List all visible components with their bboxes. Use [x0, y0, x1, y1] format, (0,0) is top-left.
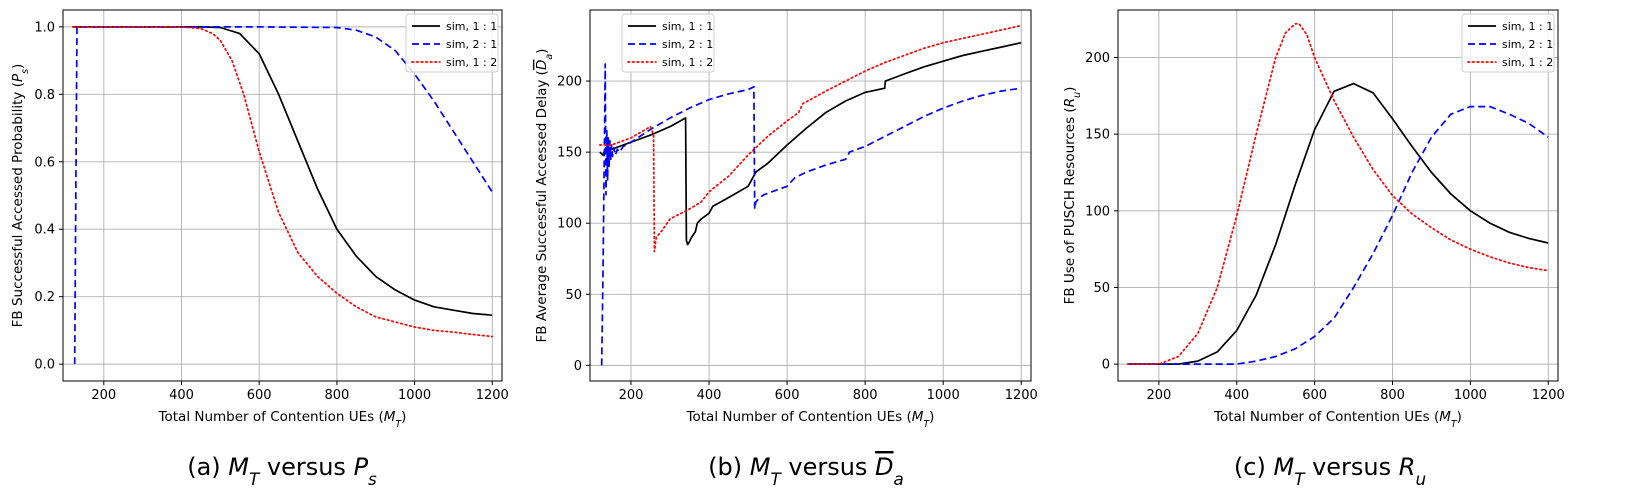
chart-panel-1: 200 400 600 800 1000 1200 0.0 0.2 0.4 0.6 0.8 1.0 si…: [10, 9, 509, 489]
x-tick-label: 1200: [1532, 388, 1565, 403]
y-tick-label: 1.0: [34, 20, 55, 35]
legend: sim, 1 : 1 sim, 2 : 1 sim, 1 : 2: [621, 13, 715, 73]
y-tick-label: 200: [557, 75, 582, 90]
y-axis-label: FB Successful Accessed Probability (Ps): [10, 64, 31, 328]
x-tick-label: 400: [1224, 388, 1249, 403]
y-axis-label: FB Use of PUSCH Resources (Ru): [1062, 87, 1083, 305]
y-tick-label: 0.0: [34, 358, 55, 373]
y-tick-label: 100: [557, 217, 582, 232]
x-axis-label: Total Number of Contention UEs (MT): [686, 409, 935, 430]
x-tick-label: 400: [169, 388, 194, 403]
y-tick-label: 0.2: [34, 290, 55, 305]
y-tick-label: 50: [1093, 281, 1110, 296]
legend-frame: [1461, 13, 1555, 73]
series-line-s21: [73, 26, 494, 365]
x-axis-label: Total Number of Contention UEs (MT): [158, 409, 407, 430]
legend-frame: [405, 13, 499, 73]
legend-label: sim, 1 : 1: [662, 20, 713, 33]
x-tick-label: 800: [324, 388, 349, 403]
x-axis-label: Total Number of Contention UEs (MT): [1213, 409, 1462, 430]
legend-label: sim, 2 : 1: [446, 38, 497, 51]
subfigure-caption: (c) MT versus Ru: [1234, 453, 1426, 489]
x-tick-label: 1200: [476, 388, 509, 403]
legend-label: sim, 1 : 2: [446, 56, 497, 69]
y-tick-label: 100: [1085, 204, 1110, 219]
y-tick-label: 0.4: [34, 223, 55, 238]
x-tick-label: 1000: [1454, 388, 1487, 403]
chart-panel-2: 200 400 600 800 1000 1200 0 50 100 150 200 sim, 1 :…: [534, 9, 1038, 489]
y-tick-label: 0.8: [34, 88, 55, 103]
subfigure-caption: (a) MT versus Ps: [187, 453, 377, 489]
series-line-s12: [1126, 22, 1550, 365]
legend-label: sim, 2 : 1: [1502, 38, 1553, 51]
y-tick-label: 50: [565, 288, 582, 303]
legend: sim, 1 : 1 sim, 2 : 1 sim, 1 : 2: [1461, 13, 1555, 73]
x-tick-label: 800: [853, 388, 878, 403]
legend-label: sim, 1 : 1: [446, 20, 497, 33]
series-line-s21: [1127, 105, 1549, 365]
y-tick-label: 150: [557, 146, 582, 161]
x-tick-label: 400: [697, 388, 722, 403]
x-tick-label: 800: [1380, 388, 1405, 403]
legend-label: sim, 1 : 2: [1502, 56, 1553, 69]
y-tick-label: 200: [1085, 51, 1110, 66]
series-line-s11: [599, 41, 1022, 246]
x-tick-label: 600: [775, 388, 800, 403]
y-tick-label: 0.6: [34, 155, 55, 170]
series-line-s11: [1127, 82, 1549, 365]
x-tick-label: 200: [1146, 388, 1171, 403]
series-line-s21: [600, 63, 1022, 366]
x-tick-label: 1200: [1005, 388, 1038, 403]
legend-label: sim, 1 : 2: [662, 56, 713, 69]
plot-frame: [1117, 9, 1559, 382]
x-tick-label: 200: [91, 388, 116, 403]
y-tick-label: 0: [574, 359, 582, 374]
y-tick-label: 150: [1085, 128, 1110, 143]
x-tick-label: 600: [247, 388, 272, 403]
legend-label: sim, 2 : 1: [662, 38, 713, 51]
legend: sim, 1 : 1 sim, 2 : 1 sim, 1 : 2: [405, 13, 499, 73]
y-axis-label: FB Average Successful Accessed Delay (Da…: [534, 49, 555, 343]
plot-frame: [62, 9, 503, 382]
x-tick-label: 200: [619, 388, 644, 403]
y-tick-label: 0: [1102, 358, 1110, 373]
x-tick-label: 1000: [398, 388, 431, 403]
series-line-s12: [71, 26, 494, 338]
legend-label: sim, 1 : 1: [1502, 20, 1553, 33]
series-line-s12: [598, 24, 1023, 253]
x-tick-label: 600: [1302, 388, 1327, 403]
plot-frame: [589, 9, 1032, 382]
chart-panel-3: 200 400 600 800 1000 1200 0 50 100 150 200 sim, 1 :…: [1062, 9, 1565, 489]
x-tick-label: 1000: [927, 388, 960, 403]
subfigure-caption: (b) MT versus Da: [708, 453, 904, 489]
legend-frame: [621, 13, 715, 73]
